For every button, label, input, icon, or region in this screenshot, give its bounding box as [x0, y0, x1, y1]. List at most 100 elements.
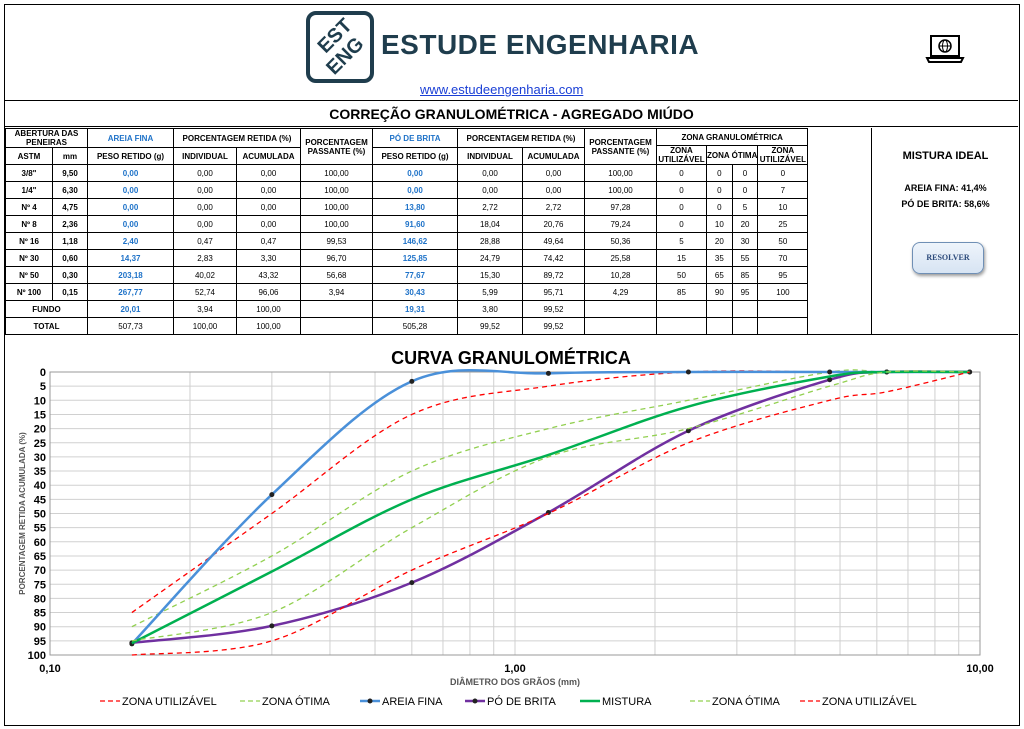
x-tick-label: 10,00	[966, 663, 994, 675]
cell-p_pas: 100,00	[584, 164, 657, 182]
th-acum-areia: ACUMULADA	[236, 147, 301, 165]
series-line-5	[131, 370, 970, 642]
legend-label: MISTURA	[602, 696, 652, 708]
cell-a_pas: 100,00	[300, 164, 373, 182]
cell-mm: 0,30	[52, 266, 88, 284]
cell-p_peso: 77,67	[372, 266, 458, 284]
resolver-button[interactable]: RESOLVER	[912, 242, 984, 274]
cell-astm: Nº 50	[5, 266, 53, 284]
cell-mm: 0,60	[52, 249, 88, 267]
cell-a_ind: 52,74	[173, 283, 237, 301]
mistura-areia: AREIA FINA: 41,4%	[904, 183, 987, 193]
total-a-peso: 507,73	[87, 317, 174, 335]
website-link[interactable]: www.estudeengenharia.com	[420, 82, 584, 97]
series-line-0	[131, 370, 970, 614]
cell-a_peso: 203,18	[87, 266, 174, 284]
series-line-4	[131, 370, 970, 645]
cell-a_acu: 0,00	[236, 164, 301, 182]
cell-z4: 50	[757, 232, 809, 250]
total-z3	[731, 317, 759, 335]
cell-a_acu: 3,30	[236, 249, 301, 267]
cell-z2: 90	[706, 283, 733, 301]
cell-z2: 20	[706, 232, 733, 250]
cell-a_pas: 99,53	[300, 232, 373, 250]
cell-mm: 0,15	[52, 283, 88, 301]
cell-mm: 1,18	[52, 232, 88, 250]
y-tick-label: 75	[34, 579, 46, 591]
cell-astm: Nº 8	[5, 215, 53, 233]
cell-a_pas: 96,70	[300, 249, 373, 267]
cell-p_acu: 89,72	[522, 266, 585, 284]
th-peso-po: PESO RETIDO (g)	[372, 147, 458, 165]
cell-z4: 100	[757, 283, 809, 301]
cell-a_pas: 100,00	[300, 181, 373, 199]
table-row: Nº 50 0,30 203,18 40,02 43,32 56,68 77,67 15,30…	[5, 266, 809, 284]
cell-p_peso: 146,62	[372, 232, 458, 250]
cell-astm: 1/4"	[5, 181, 53, 199]
table-row: Nº 16 1,18 2,40 0,47 0,47 99,53 146,62 28,88 49,…	[5, 232, 809, 250]
chart-title: CURVA GRANULOMÉTRICA	[391, 347, 631, 368]
cell-z1: 0	[656, 215, 707, 233]
fundo-label: FUNDO	[5, 300, 88, 318]
cell-z2: 0	[706, 181, 733, 199]
y-tick-label: 85	[34, 608, 46, 620]
total-p-acu: 99,52	[522, 317, 585, 335]
cell-mm: 6,30	[52, 181, 88, 199]
y-tick-label: 0	[40, 367, 46, 379]
cell-p_ind: 15,30	[457, 266, 523, 284]
y-tick-label: 45	[34, 494, 46, 506]
cell-p_acu: 95,71	[522, 283, 585, 301]
y-tick-label: 20	[34, 424, 46, 436]
cell-p_acu: 2,72	[522, 198, 585, 216]
cell-p_peso: 91,60	[372, 215, 458, 233]
sieve-table: ABERTURA DAS PENEIRAS AREIA FINA PORCENT…	[5, 128, 809, 335]
cell-p_acu: 20,76	[522, 215, 585, 233]
cell-astm: Nº 16	[5, 232, 53, 250]
y-tick-label: 25	[34, 438, 46, 450]
legend-label: ZONA ÓTIMA	[262, 695, 331, 708]
data-point-2	[827, 369, 833, 375]
cell-z4: 0	[757, 164, 809, 182]
fundo-z3	[731, 300, 759, 318]
total-empty-1	[300, 317, 373, 335]
table-row: Nº 4 4,75 0,00 0,00 0,00 100,00 13,80 2,72 2,72 9…	[5, 198, 809, 216]
page-frame: EST ENG ESTUDE ENGENHARIA www.estudeenge…	[4, 4, 1020, 726]
fundo-a-ind: 3,94	[173, 300, 237, 318]
legend-label: ZONA ÓTIMA	[712, 695, 781, 708]
series-line-6	[131, 371, 970, 656]
cell-p_pas: 25,58	[584, 249, 657, 267]
cell-p_pas: 50,36	[584, 232, 657, 250]
y-tick-label: 80	[34, 593, 46, 605]
y-tick-label: 100	[28, 650, 46, 662]
cell-a_pas: 3,94	[300, 283, 373, 301]
cell-p_ind: 24,79	[457, 249, 523, 267]
cell-z1: 0	[656, 164, 707, 182]
cell-p_pas: 79,24	[584, 215, 657, 233]
cell-z4: 70	[757, 249, 809, 267]
mistura-po: PÓ DE BRITA: 58,6%	[901, 199, 990, 209]
total-z1	[656, 317, 707, 335]
cell-z3: 5	[731, 198, 759, 216]
cell-a_ind: 40,02	[173, 266, 237, 284]
cell-p_peso: 0,00	[372, 181, 458, 199]
cell-p_acu: 74,42	[522, 249, 585, 267]
cell-a_peso: 0,00	[87, 164, 174, 182]
cell-z2: 0	[706, 164, 733, 182]
cell-a_peso: 14,37	[87, 249, 174, 267]
th-areia-fina: AREIA FINA	[87, 128, 174, 148]
cell-a_peso: 0,00	[87, 198, 174, 216]
laptop-globe-icon	[925, 35, 965, 63]
total-empty-2	[584, 317, 657, 335]
cell-a_pas: 100,00	[300, 215, 373, 233]
y-tick-label: 60	[34, 537, 46, 549]
cell-a_peso: 2,40	[87, 232, 174, 250]
data-point-3	[409, 580, 415, 586]
legend-marker	[472, 698, 478, 704]
cell-z3: 20	[731, 215, 759, 233]
th-acum-po: ACUMULADA	[522, 147, 585, 165]
fundo-empty-2	[584, 300, 657, 318]
cell-a_acu: 96,06	[236, 283, 301, 301]
y-tick-label: 5	[40, 381, 46, 393]
th-astm: ASTM	[5, 147, 53, 165]
table-row: Nº 100 0,15 267,77 52,74 96,06 3,94 30,43 5,99 9…	[5, 283, 809, 301]
